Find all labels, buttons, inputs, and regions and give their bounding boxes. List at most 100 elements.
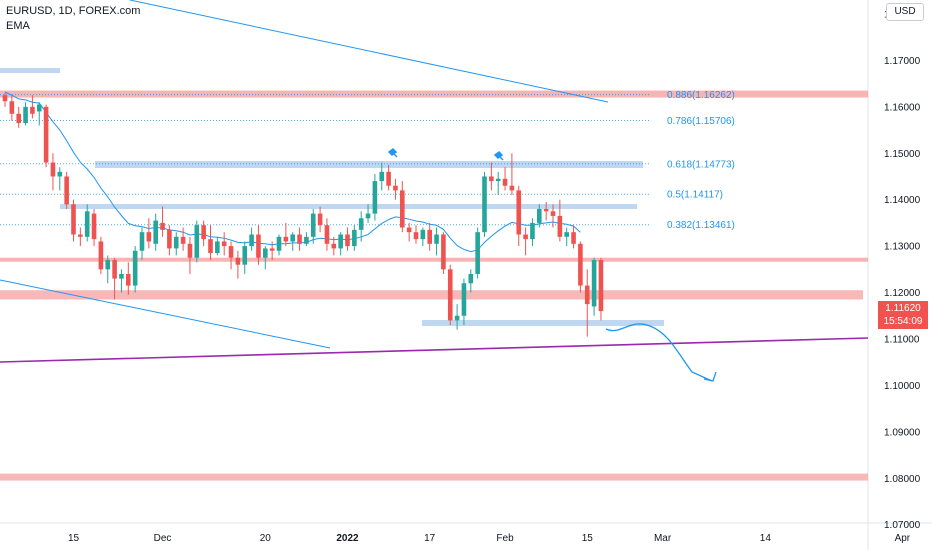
price-tick-label: 1.10000 (884, 381, 921, 392)
candle-down (30, 106, 35, 114)
candle-down (447, 269, 453, 321)
candle-down (557, 215, 563, 237)
candle-down (345, 234, 350, 247)
candle-down (187, 243, 193, 258)
candle-down (516, 190, 522, 235)
price-tick-label: 1.07000 (884, 520, 921, 531)
candle-down (324, 225, 330, 244)
candle-up (139, 232, 145, 251)
candle-up (173, 236, 179, 249)
ema-layer (4, 91, 581, 253)
candle-up (119, 273, 124, 279)
currency-selector[interactable]: USD (886, 3, 924, 21)
candle-up (194, 225, 200, 258)
candle-up (591, 260, 597, 307)
candle-down (509, 185, 515, 191)
candle-down (91, 213, 97, 240)
candle-up (537, 208, 542, 223)
candle-up (454, 315, 460, 321)
candle-down (297, 234, 302, 244)
candle-down (386, 171, 391, 186)
price-tick-label: 1.16000 (884, 102, 921, 113)
blue-zone-low (422, 320, 664, 326)
candle-down (16, 113, 21, 124)
lower-trendline (0, 279, 331, 349)
candle-down (331, 243, 337, 249)
resistance-zone-bottom (0, 473, 868, 481)
time-tick-label: Feb (496, 533, 514, 544)
last-price-tag: 1.11620 15:54:09 (878, 301, 928, 329)
blue-zone-middle (60, 204, 637, 209)
price-tick-label: 1.17000 (884, 56, 921, 67)
candle-up (352, 229, 357, 247)
forecast-curve (605, 323, 713, 382)
candle-up (564, 232, 569, 237)
candle-up (276, 236, 282, 251)
time-tick-label: 14 (760, 533, 772, 544)
candle-up (215, 241, 220, 254)
candle-down (180, 236, 186, 244)
candle-down (160, 222, 165, 230)
price-tick-label: 1.08000 (884, 474, 921, 485)
candle-down (400, 190, 405, 228)
candle-down (78, 234, 83, 237)
candle-down (9, 101, 15, 114)
candle-up (372, 181, 378, 214)
candle-down (489, 176, 494, 182)
price-tick-label: 1.14000 (884, 195, 921, 206)
time-tick-label: 2022 (336, 533, 359, 544)
price-axis[interactable]: 1.07000 1.08000 1.09000 1.10000 1.11000 1.120… (884, 9, 921, 531)
candle-down (571, 232, 576, 244)
candle-down (201, 225, 206, 240)
candle-down (50, 162, 56, 177)
candle-up (290, 234, 295, 242)
last-price-value: 1.11620 (885, 303, 921, 314)
candle-down (146, 232, 152, 242)
candle-down (584, 285, 590, 305)
purple-trendline (0, 337, 869, 363)
price-tick-label: 1.12000 (884, 288, 921, 299)
candle-down (256, 234, 261, 258)
zones-layer (0, 68, 868, 481)
candle-down (228, 246, 234, 258)
candle-up (461, 283, 467, 316)
candle-up (365, 213, 371, 219)
chart-legend: EURUSD, 1D, FOREX.com EMA (6, 4, 140, 34)
candle-down (2, 95, 8, 102)
candle-down (221, 241, 227, 247)
blue-zone-upper (95, 161, 643, 168)
candle-down (98, 241, 104, 270)
candle-down (598, 260, 604, 312)
candle-up (105, 260, 111, 270)
candle-down (578, 243, 583, 286)
candle-down (235, 257, 241, 265)
resistance-zone-top (0, 90, 868, 98)
bar-countdown: 15:54:09 (883, 316, 923, 327)
candle-up (249, 234, 254, 247)
candle-down (550, 211, 556, 216)
candle-down (71, 204, 76, 235)
fib-label: 0.618(1.14773) (667, 159, 735, 170)
candle-down (413, 232, 419, 240)
candle-down (126, 273, 131, 286)
candle-up (434, 234, 439, 244)
fib-label: 0.886(1.16262) (667, 90, 735, 101)
indicator-label: EMA (6, 20, 30, 32)
candle-up (530, 222, 535, 240)
candle-down (406, 227, 412, 233)
fib-label: 0.382(1.13461) (667, 220, 735, 231)
candle-up (242, 246, 248, 265)
time-tick-label: 20 (260, 533, 272, 544)
fib-label: 0.786(1.15706) (667, 116, 735, 127)
candle-up (482, 176, 487, 233)
time-axis[interactable]: 15 Dec 20 2022 17 Feb 15 Mar 14 Apr (68, 533, 911, 544)
time-tick-label: Dec (154, 533, 172, 544)
candle-up (36, 104, 42, 112)
candle-up (263, 248, 268, 258)
trendlines-layer (0, 0, 869, 363)
candle-down (441, 234, 446, 270)
candle-up (495, 178, 501, 182)
candle-up (57, 171, 63, 177)
candle-up (310, 213, 316, 237)
